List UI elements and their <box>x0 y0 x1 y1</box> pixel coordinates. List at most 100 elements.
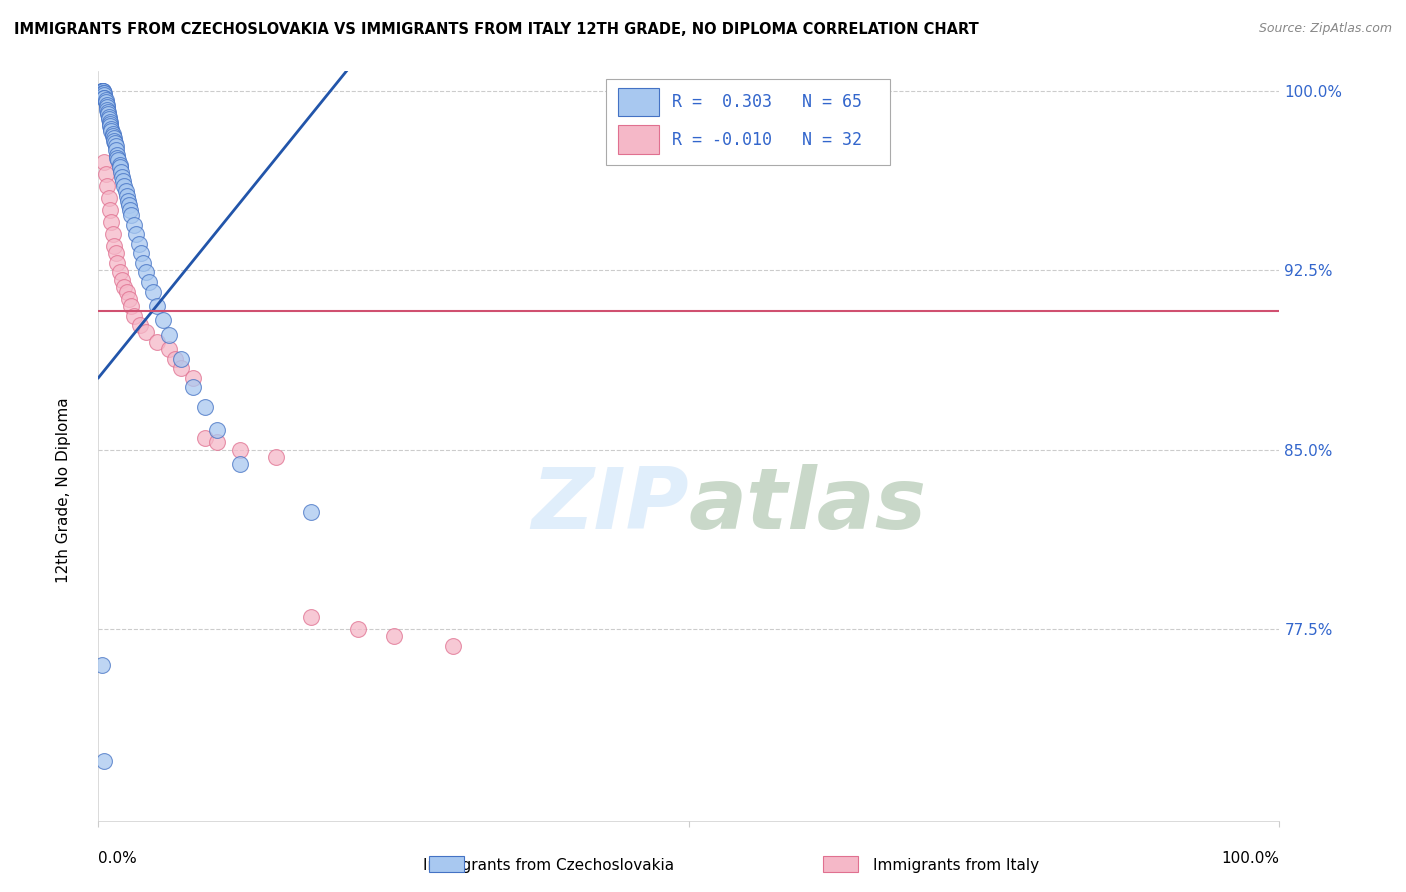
Point <box>105 246 128 260</box>
Point <box>91 658 114 673</box>
Point <box>135 326 157 340</box>
Point <box>170 351 193 366</box>
Point <box>97 107 120 121</box>
Point <box>120 203 142 218</box>
Point <box>146 299 169 313</box>
Text: ZIP: ZIP <box>531 465 689 548</box>
Point <box>135 265 157 279</box>
Point <box>299 610 322 624</box>
Point <box>93 155 115 169</box>
Point <box>181 380 204 394</box>
Point <box>93 91 115 105</box>
Point <box>111 272 134 286</box>
Point <box>98 191 121 205</box>
Point <box>112 280 135 294</box>
Point <box>93 88 115 103</box>
Point <box>121 208 143 222</box>
Point <box>128 318 150 332</box>
Point <box>101 128 124 143</box>
Point <box>229 457 252 471</box>
Text: Immigrants from Italy: Immigrants from Italy <box>873 858 1039 872</box>
Point <box>112 174 135 188</box>
Point <box>98 110 121 124</box>
Point <box>91 83 114 97</box>
Text: IMMIGRANTS FROM CZECHOSLOVAKIA VS IMMIGRANTS FROM ITALY 12TH GRADE, NO DIPLOMA C: IMMIGRANTS FROM CZECHOSLOVAKIA VS IMMIGR… <box>14 22 979 37</box>
Point <box>107 153 129 167</box>
Point <box>112 179 135 194</box>
Text: R =  0.303   N = 65: R = 0.303 N = 65 <box>672 93 862 112</box>
Point <box>132 256 155 270</box>
Point <box>111 169 134 184</box>
Point <box>108 265 131 279</box>
Text: atlas: atlas <box>689 465 927 548</box>
Text: 12th Grade, No Diploma: 12th Grade, No Diploma <box>56 398 70 583</box>
Point <box>157 342 180 356</box>
Point <box>91 83 114 97</box>
FancyBboxPatch shape <box>619 87 659 116</box>
Text: Source: ZipAtlas.com: Source: ZipAtlas.com <box>1258 22 1392 36</box>
Point <box>93 86 115 100</box>
Point <box>94 95 117 110</box>
Point <box>98 203 121 218</box>
Point <box>101 227 124 241</box>
Point <box>98 117 121 131</box>
FancyBboxPatch shape <box>606 78 890 165</box>
Point <box>98 120 121 134</box>
Point <box>98 114 121 128</box>
Point <box>142 285 165 299</box>
Point <box>105 144 128 158</box>
Point <box>170 361 193 376</box>
Point <box>105 148 128 162</box>
Point <box>105 256 128 270</box>
Point <box>96 103 118 117</box>
Point <box>146 334 169 349</box>
Point <box>110 165 132 179</box>
Point <box>264 450 287 464</box>
Point <box>108 158 131 172</box>
Point <box>118 198 141 212</box>
Point <box>165 351 187 366</box>
Point <box>94 167 117 181</box>
Text: 0.0%: 0.0% <box>98 851 138 865</box>
Text: R = -0.010   N = 32: R = -0.010 N = 32 <box>672 130 862 149</box>
Point <box>152 313 174 327</box>
Point <box>229 442 252 457</box>
Point <box>157 327 180 342</box>
Point <box>382 629 405 643</box>
Point <box>101 127 124 141</box>
Point <box>104 136 127 151</box>
Point <box>105 138 128 153</box>
Point <box>105 151 128 165</box>
Point <box>96 98 118 112</box>
Point <box>115 189 138 203</box>
Point <box>129 246 152 260</box>
Point <box>100 121 122 136</box>
Point <box>96 179 118 194</box>
Point <box>181 371 204 385</box>
Point <box>299 505 322 519</box>
Point <box>100 215 122 229</box>
Point <box>122 218 145 232</box>
Point <box>91 83 114 97</box>
Point <box>121 299 143 313</box>
Text: 100.0%: 100.0% <box>1222 851 1279 865</box>
Point <box>96 100 118 114</box>
Point <box>91 83 114 97</box>
Point <box>125 227 148 241</box>
Point <box>122 309 145 323</box>
Point <box>93 91 115 105</box>
Point <box>114 184 136 198</box>
FancyBboxPatch shape <box>619 125 659 153</box>
Text: Immigrants from Czechoslovakia: Immigrants from Czechoslovakia <box>423 858 673 872</box>
Point <box>103 239 125 253</box>
Point <box>103 134 125 148</box>
Point <box>94 93 117 107</box>
Point <box>115 285 138 299</box>
Point <box>138 275 160 289</box>
Point <box>117 194 139 208</box>
Point <box>103 131 125 145</box>
Point <box>91 86 114 100</box>
Point <box>441 639 464 653</box>
Point <box>91 83 114 97</box>
Point <box>118 292 141 306</box>
